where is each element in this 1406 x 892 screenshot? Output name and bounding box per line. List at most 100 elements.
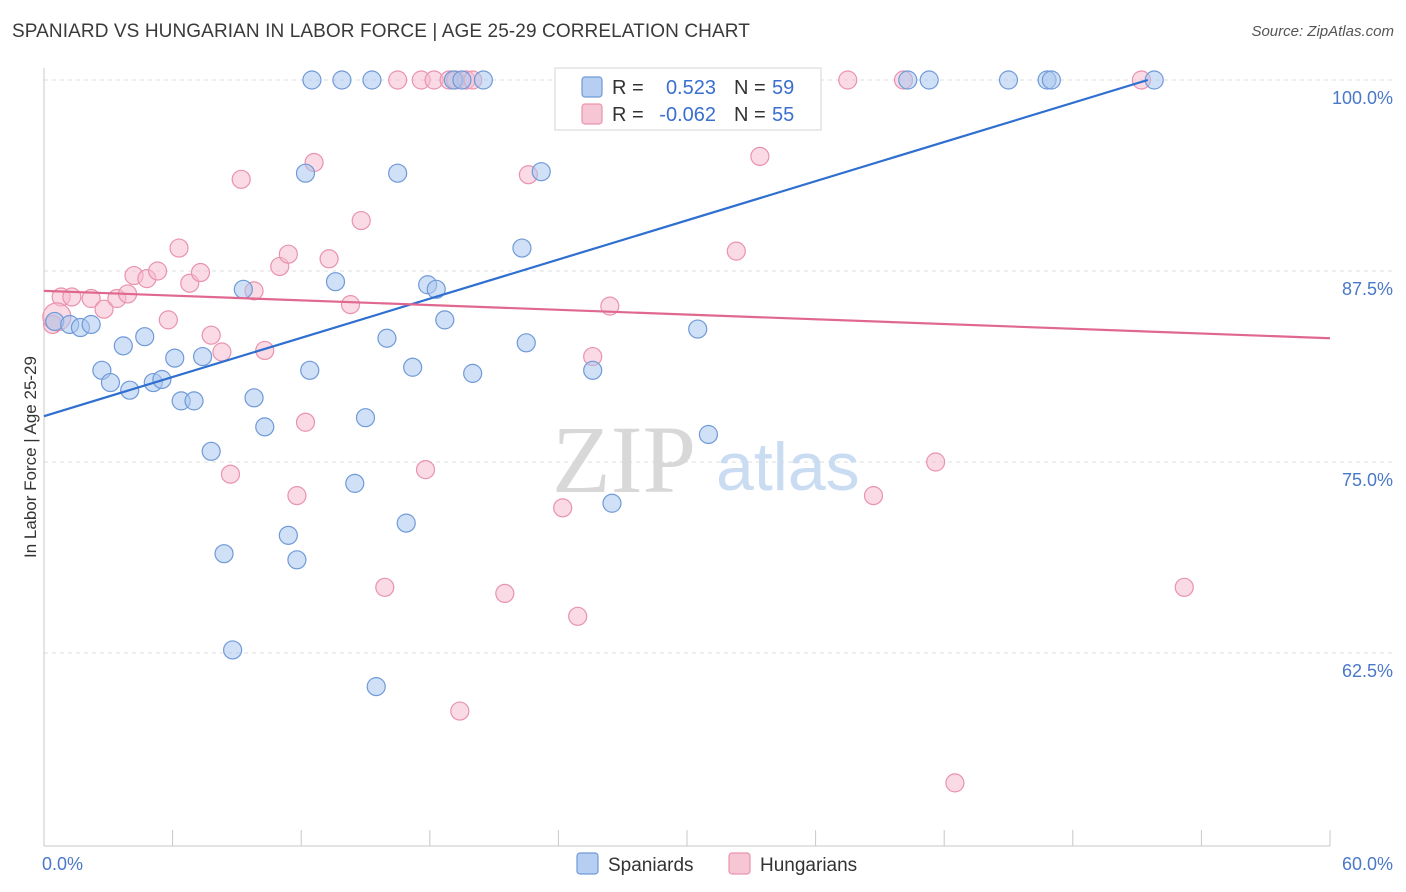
watermark-atlas: atlas: [716, 429, 860, 505]
hungarians-point-31: [415, 460, 436, 480]
x-tick-label-min: 0.0%: [42, 854, 83, 874]
hungarians-point-14: [201, 325, 221, 345]
spaniards-point-53: [898, 70, 918, 90]
spaniards-point-40: [452, 70, 472, 90]
spaniards-point-11: [165, 348, 185, 368]
hungarians-point-46: [750, 146, 770, 166]
hungarians-point-29: [388, 70, 408, 90]
bottom-legend: Spaniards Hungarians: [576, 852, 857, 876]
spaniards-point-44: [516, 333, 536, 353]
hungarians-point-38: [495, 583, 515, 604]
spaniards-point-8: [135, 327, 155, 347]
spaniards-point-37: [426, 279, 446, 299]
y-tick-label-1: 75.0%: [1342, 470, 1393, 490]
y-tick-label-2: 87.5%: [1342, 279, 1393, 299]
gridlines: [44, 79, 1393, 654]
spaniards-point-42: [473, 70, 493, 90]
hungarians-point-3: [81, 288, 101, 309]
spaniards-point-13: [184, 391, 204, 411]
hungarians-point-40: [553, 498, 573, 518]
spaniards-point-50: [688, 319, 708, 339]
spaniards-point-34: [396, 513, 416, 533]
x-axis-ticks: [43, 830, 1331, 846]
hungarians-point-9: [147, 261, 168, 281]
spaniards-point-47: [583, 360, 603, 380]
hungarians-trend-line: [43, 289, 1331, 340]
hungarians-point-28: [375, 577, 395, 597]
spaniards-point-28: [345, 473, 365, 493]
legend-n-label-hungarians: N =: [734, 104, 766, 126]
spaniards-point-22: [287, 550, 307, 570]
spaniards-point-54: [919, 70, 939, 90]
chart-title: SPANIARD VS HUNGARIAN IN LABOR FORCE | A…: [12, 21, 750, 42]
spaniards-trend-line: [43, 78, 1149, 418]
watermark-zip: ZIP: [552, 406, 696, 513]
hungarians-point-16: [220, 464, 241, 484]
spaniards-point-16: [214, 544, 234, 564]
bottom-legend-label-hungarians: Hungarians: [760, 855, 857, 876]
legend-r-value-hungarians: -0.062: [659, 104, 716, 126]
spaniards-point-41: [463, 363, 483, 383]
bottom-legend-swatch-spaniards: [576, 852, 599, 875]
hungarians-point-47: [838, 70, 858, 90]
hungarians-point-35: [450, 701, 470, 721]
legend-n-label-spaniards: N =: [734, 77, 766, 99]
hungarians-point-53: [1174, 577, 1194, 597]
hungarians-point-51: [945, 773, 965, 793]
spaniards-point-55: [998, 70, 1019, 90]
spaniards-point-43: [512, 238, 532, 258]
trend-lines: [43, 78, 1331, 418]
spaniards-point-33: [388, 163, 408, 183]
hungarians-point-25: [319, 249, 339, 269]
y-tick-label-3: 100.0%: [1332, 88, 1393, 108]
spaniards-point-29: [355, 408, 376, 428]
spaniards-point-48: [602, 493, 622, 513]
spaniards-point-19: [244, 388, 264, 408]
spaniards-point-38: [435, 310, 455, 330]
hungarians-point-48: [863, 486, 884, 506]
legend-n-value-hungarians: 55: [772, 104, 794, 126]
hungarians-point-17: [231, 169, 251, 189]
spaniards-point-23: [300, 360, 320, 380]
spaniards-point-57: [1041, 70, 1061, 90]
watermark: ZIP atlas: [552, 406, 860, 513]
hungarians-point-19: [255, 340, 275, 361]
y-tick-labels: 62.5% 75.0% 87.5% 100.0%: [1332, 88, 1393, 681]
spaniards-point-27: [332, 70, 352, 90]
hungarians-point-21: [278, 244, 298, 264]
spaniards-point-58: [1144, 70, 1164, 90]
hungarians-point-15: [212, 342, 232, 362]
spaniards-point-25: [295, 163, 316, 183]
hungarians-point-22: [287, 486, 307, 506]
y-axis-title: In Labor Force | Age 25-29: [21, 356, 40, 558]
spaniards-point-3: [81, 314, 101, 335]
spaniards-point-14: [193, 346, 213, 367]
hungarians-point-23: [295, 412, 316, 432]
spaniards-point-21: [278, 525, 298, 545]
spaniards-point-17: [223, 640, 243, 660]
hungarians-point-11: [169, 238, 189, 258]
spaniards-point-45: [531, 162, 551, 182]
hungarians-point-41: [568, 606, 588, 626]
x-tick-label-max: 60.0%: [1342, 854, 1393, 874]
source-label: Source: ZipAtlas.com: [1251, 23, 1394, 40]
bottom-legend-label-spaniards: Spaniards: [608, 855, 694, 876]
spaniards-point-32: [377, 328, 397, 348]
spaniards-point-18: [233, 279, 253, 299]
legend-swatch-spaniards: [581, 76, 603, 98]
bottom-legend-swatch-hungarians: [728, 852, 751, 875]
spaniards-point-6: [113, 336, 133, 356]
legend-r-label-hungarians: R =: [612, 104, 644, 126]
spaniards-point-51: [698, 424, 719, 445]
hungarians-point-4: [94, 299, 114, 319]
hungarians-point-10: [158, 310, 178, 330]
legend-r-label-spaniards: R =: [612, 77, 644, 99]
spaniards-point-26: [325, 272, 346, 292]
legend-n-value-spaniards: 59: [772, 77, 794, 99]
spaniards-point-24: [302, 70, 322, 90]
legend-r-value-spaniards: 0.523: [666, 77, 716, 99]
legend-box: R = 0.523 N = 59 R = -0.062 N = 55: [554, 67, 822, 131]
legend-swatch-hungarians: [581, 103, 603, 125]
spaniards-point-35: [403, 357, 423, 377]
